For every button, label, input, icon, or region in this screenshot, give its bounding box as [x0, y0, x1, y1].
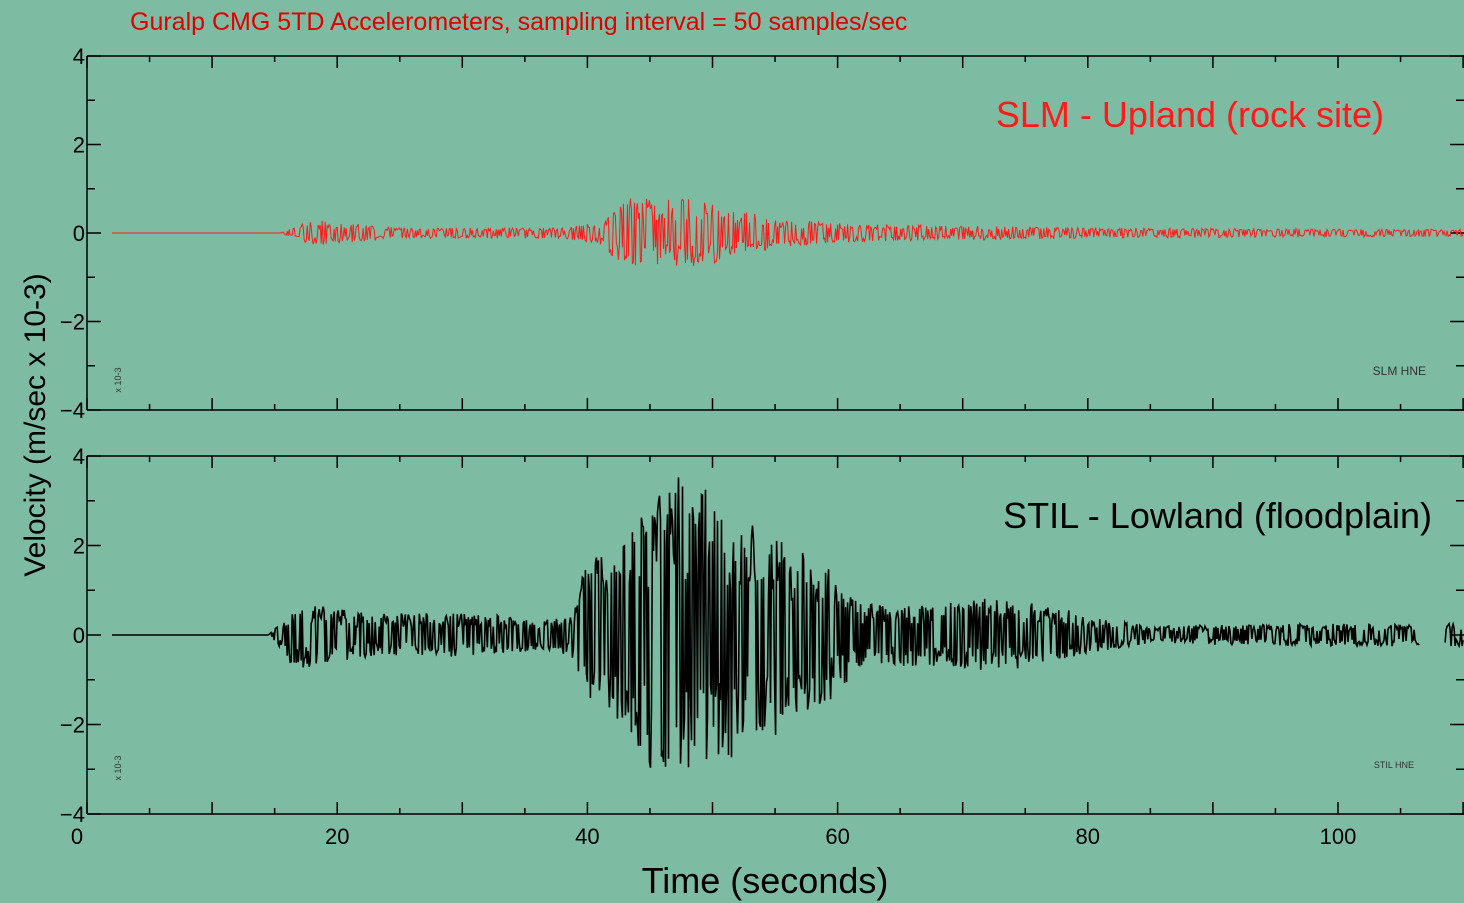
panel-slm-y-tick-labels: −4 −2 0 2 4	[60, 44, 85, 423]
stil-panel-label: STIL - Lowland (floodplain)	[1003, 495, 1432, 536]
y-tick-label: −4	[60, 398, 85, 423]
y-tick-label: −2	[60, 310, 85, 335]
x-axis-label: Time (seconds)	[642, 860, 889, 901]
y-axis-label: Velocity (m/sec x 10-3)	[19, 273, 52, 576]
y-tick-label: 0	[73, 221, 85, 246]
y-tick-label: −4	[60, 802, 85, 827]
x-tick-label: 0	[71, 824, 83, 849]
y-tick-label: 0	[73, 623, 85, 648]
panel-stil: −4 −2 0 2 4 0 20 40 60 80 100 STIL - Lowland (flo…	[60, 444, 1464, 849]
y-tick-label: 4	[73, 444, 85, 469]
stil-velocity-trace	[112, 477, 1464, 768]
x-tick-label: 20	[325, 824, 349, 849]
x-tick-label: 80	[1076, 824, 1100, 849]
y-tick-label: 4	[73, 44, 85, 69]
x-tick-label: 60	[825, 824, 849, 849]
slm-station-tag: SLM HNE	[1373, 364, 1426, 378]
panel-slm: −4 −2 0 2 4 SLM - Upland (rock site) SLM HNE…	[60, 44, 1464, 423]
panel-stil-y-tick-labels: −4 −2 0 2 4	[60, 444, 85, 827]
slm-velocity-trace	[112, 198, 1464, 266]
stil-station-tag: STIL HNE	[1374, 760, 1414, 770]
slm-panel-label: SLM - Upland (rock site)	[996, 94, 1384, 135]
x-tick-labels: 0 20 40 60 80 100	[71, 824, 1356, 849]
y-tick-label: −2	[60, 713, 85, 738]
stil-scale-tag: x 10-3	[113, 755, 123, 780]
chart-title: Guralp CMG 5TD Accelerometers, sampling …	[130, 8, 907, 36]
panel-stil-ticks	[86, 455, 1464, 815]
y-tick-label: 2	[73, 534, 85, 559]
panel-slm-ticks	[86, 55, 1464, 411]
y-tick-label: 2	[73, 133, 85, 158]
slm-scale-tag: x 10-3	[113, 367, 123, 392]
x-tick-label: 40	[575, 824, 599, 849]
x-tick-label: 100	[1320, 824, 1357, 849]
